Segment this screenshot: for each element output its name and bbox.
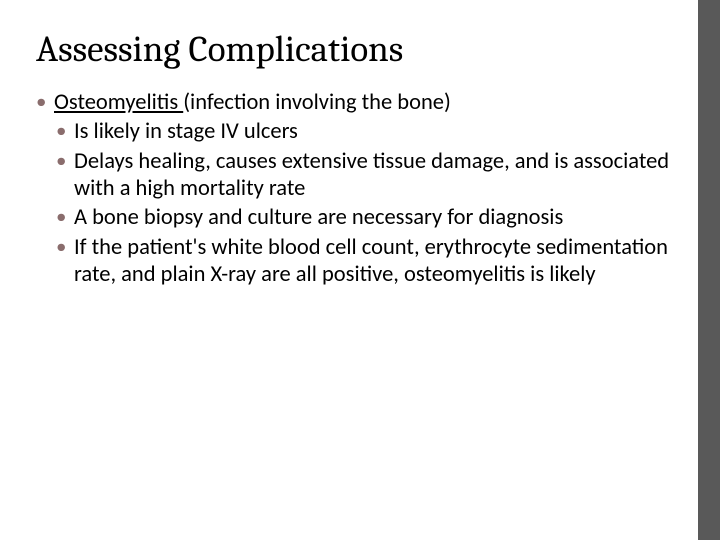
- bullet-text: A bone biopsy and culture are necessary …: [74, 204, 563, 231]
- bullet-level2: • Delays healing, causes extensive tissu…: [56, 148, 680, 203]
- bullet-text: Is likely in stage IV ulcers: [74, 118, 298, 145]
- bullet-icon: •: [56, 118, 66, 144]
- bullet-level2: • If the patient's white blood cell coun…: [56, 234, 680, 289]
- slide-content: • Osteomyelitis (infection involving the…: [36, 89, 680, 289]
- bullet-icon: •: [56, 148, 66, 174]
- bullet-level2: • A bone biopsy and culture are necessar…: [56, 204, 680, 231]
- bullet-text: Delays healing, causes extensive tissue …: [74, 148, 669, 202]
- bullet-level1: • Osteomyelitis (infection involving the…: [36, 89, 680, 116]
- bullet-icon: •: [36, 89, 46, 115]
- slide-container: Assessing Complications • Osteomyelitis …: [0, 0, 720, 540]
- bullet-text: If the patient's white blood cell count,…: [74, 234, 668, 288]
- term-underlined: Osteomyelitis: [54, 89, 183, 116]
- bullet-level2: • Is likely in stage IV ulcers: [56, 118, 680, 145]
- term-definition: (infection involving the bone): [183, 89, 451, 116]
- slide-title: Assessing Complications: [36, 30, 680, 71]
- bullet-icon: •: [56, 204, 66, 230]
- decorative-sidebar: [698, 0, 720, 540]
- nested-list: • Is likely in stage IV ulcers • Delays …: [56, 118, 680, 289]
- bullet-icon: •: [56, 234, 66, 260]
